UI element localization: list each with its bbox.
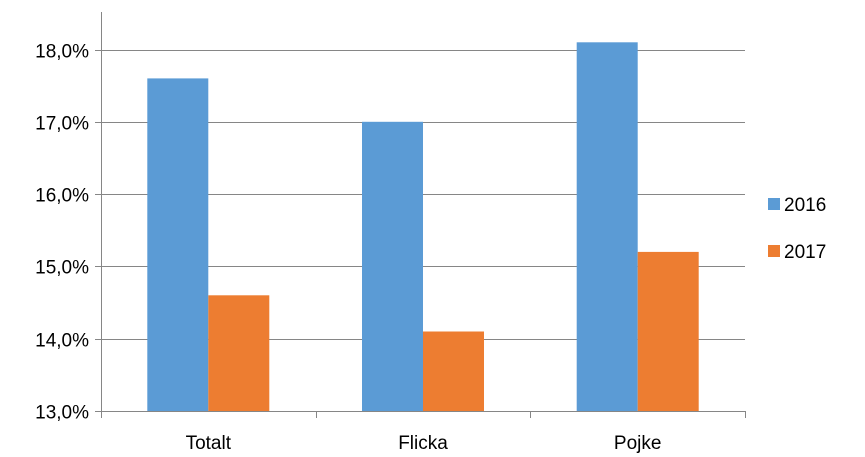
axes xyxy=(95,12,746,418)
y-tick-label: 17,0% xyxy=(35,114,89,135)
bar-2017-pojke xyxy=(637,251,699,411)
axis-labels: 13,0% 14,0% 15,0% 16,0% 17,0% 18,0% Totalt Flic… xyxy=(35,42,661,455)
y-tick-label: 18,0% xyxy=(35,42,89,63)
bar-2017-flicka xyxy=(423,331,484,411)
y-tick-label: 14,0% xyxy=(35,331,89,352)
x-category-label: Flicka xyxy=(398,433,448,454)
legend-label-2016: 2016 xyxy=(784,195,826,216)
bars xyxy=(147,42,699,412)
legend-swatch-2016 xyxy=(768,198,780,210)
legend-swatch-2017 xyxy=(768,245,780,257)
legend: 2016 2017 xyxy=(768,195,826,263)
bar-2016-pojke xyxy=(576,42,638,412)
legend-label-2017: 2017 xyxy=(784,242,826,263)
y-tick-label: 15,0% xyxy=(35,258,89,279)
x-category-label: Totalt xyxy=(186,433,232,454)
bar-2016-totalt xyxy=(147,78,209,412)
x-category-label: Pojke xyxy=(614,433,662,454)
y-tick-label: 13,0% xyxy=(35,403,89,424)
y-tick-label: 16,0% xyxy=(35,186,89,207)
bar-2016-flicka xyxy=(362,121,423,412)
bar-2017-totalt xyxy=(208,295,270,411)
